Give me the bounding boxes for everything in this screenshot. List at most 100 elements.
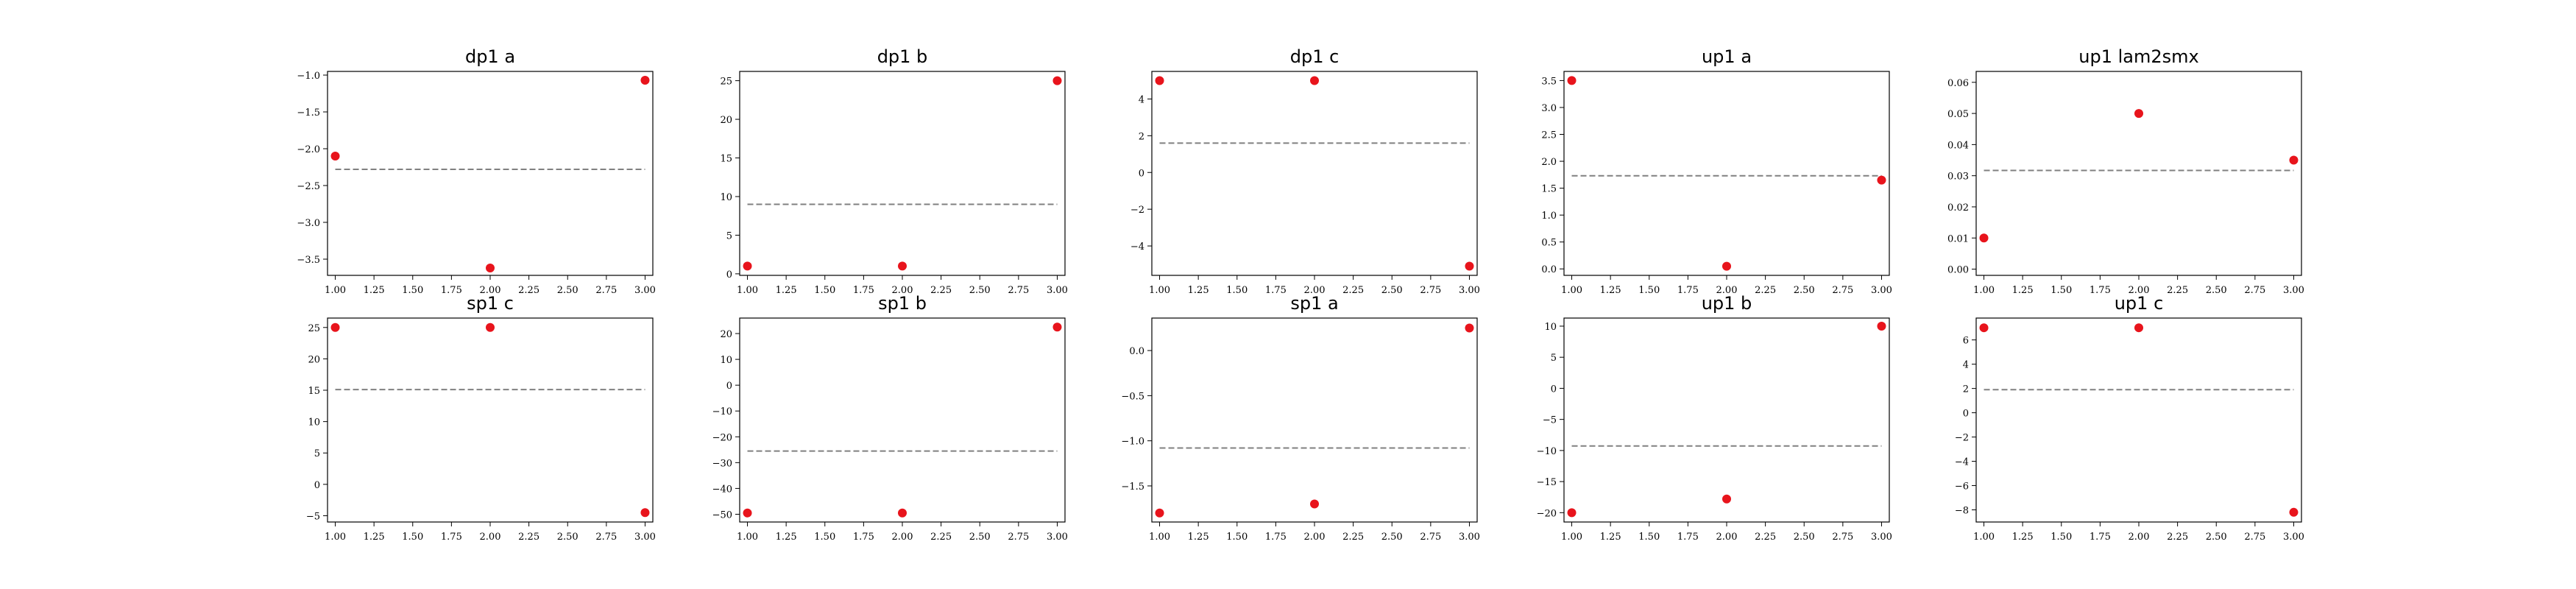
y-tick-label: −20 <box>1537 508 1557 519</box>
y-tick-label: 0 <box>726 381 732 392</box>
subplot-3: dp1 c 1.00 1.25 1.50 1.75 2.00 2.25 2.50 2.75 3.0… <box>1130 46 1480 296</box>
x-tick-label: 1.75 <box>1677 532 1699 543</box>
y-tick-label: 10 <box>720 355 732 366</box>
x-tick-label: 2.25 <box>2167 285 2188 296</box>
data-point <box>1310 499 1319 509</box>
subplot-title: up1 lam2smx <box>2078 46 2198 67</box>
y-tick-label: −1.0 <box>297 71 320 82</box>
axes-frame <box>1975 71 2302 276</box>
y-tick-label: −2 <box>1955 433 1969 444</box>
x-tick-label: 1.50 <box>1638 532 1660 543</box>
data-point <box>2289 507 2299 517</box>
x-tick-label: 1.00 <box>1561 285 1582 296</box>
subplot-2: dp1 b 1.00 1.25 1.50 1.75 2.00 2.25 2.50 2.75 3.0… <box>720 46 1067 296</box>
y-tick-label: 0.04 <box>1947 140 1969 151</box>
y-tick-label: −5 <box>1543 415 1557 426</box>
x-tick-label: 2.00 <box>1716 285 1738 296</box>
y-tick-label: −1.5 <box>1121 482 1144 493</box>
x-tick-label: 2.75 <box>1832 532 1853 543</box>
subplot-title: dp1 b <box>877 46 928 67</box>
x-tick-label: 2.00 <box>480 532 501 543</box>
x-tick-label: 2.00 <box>1716 532 1738 543</box>
y-tick-label: 4 <box>1139 94 1144 105</box>
x-tick-label: 2.75 <box>595 285 617 296</box>
x-tick-label: 1.75 <box>2090 532 2111 543</box>
y-tick-label: −5 <box>306 511 320 522</box>
x-tick-label: 2.75 <box>1008 285 1029 296</box>
data-point <box>1052 76 1062 85</box>
x-tick-label: 1.50 <box>402 532 423 543</box>
data-point <box>1465 323 1474 333</box>
x-tick-label: 1.50 <box>1226 285 1248 296</box>
subplot-6: sp1 c 1.00 1.25 1.50 1.75 2.00 2.25 2.50 2.75 3.0… <box>306 293 656 543</box>
subplot-title: dp1 c <box>1290 46 1340 67</box>
data-point <box>1877 175 1886 185</box>
x-tick-label: 2.75 <box>1420 285 1441 296</box>
data-point <box>330 322 340 332</box>
x-tick-label: 1.50 <box>402 285 423 296</box>
data-point <box>1052 322 1062 332</box>
data-point <box>1465 261 1474 271</box>
x-tick-label: 2.75 <box>595 532 617 543</box>
y-tick-label: −4 <box>1955 457 1969 468</box>
x-tick-label: 1.75 <box>441 285 462 296</box>
subplot-4: up1 a 1.00 1.25 1.50 1.75 2.00 2.25 2.50 2.75 3.0… <box>1541 46 1892 296</box>
x-tick-label: 3.00 <box>1047 532 1068 543</box>
x-tick-label: 2.25 <box>930 532 952 543</box>
y-tick-label: 10 <box>720 192 732 203</box>
x-tick-label: 1.50 <box>2050 285 2072 296</box>
x-tick-label: 2.50 <box>557 532 578 543</box>
y-tick-label: 0.06 <box>1947 78 1969 89</box>
x-tick-label: 2.25 <box>1755 532 1776 543</box>
y-tick-label: 15 <box>308 386 320 397</box>
x-tick-label: 2.75 <box>1420 532 1441 543</box>
x-tick-label: 1.75 <box>853 532 874 543</box>
x-tick-label: 2.00 <box>892 285 913 296</box>
x-tick-label: 3.00 <box>2283 285 2304 296</box>
y-tick-label: 0.05 <box>1947 109 1969 120</box>
y-tick-label: 0.0 <box>1129 346 1144 357</box>
y-tick-label: −4 <box>1130 241 1144 253</box>
data-point <box>330 152 340 161</box>
y-tick-label: −1.0 <box>1121 437 1144 448</box>
subplot-5: up1 lam2smx 1.00 1.25 1.50 1.75 2.00 2.25 2.50 2… <box>1947 46 2304 296</box>
subplot-title: up1 c <box>2115 293 2164 314</box>
axes-frame <box>739 317 1066 523</box>
x-tick-label: 1.25 <box>776 532 797 543</box>
y-tick-label: 0.00 <box>1947 265 1969 276</box>
x-tick-label: 1.50 <box>1226 532 1248 543</box>
axes-frame <box>327 71 654 276</box>
x-tick-label: 2.50 <box>2206 532 2227 543</box>
data-point <box>1979 233 1989 243</box>
data-point <box>743 261 752 271</box>
y-tick-label: −40 <box>712 484 732 495</box>
x-tick-label: 3.00 <box>634 285 656 296</box>
data-point <box>2289 155 2299 165</box>
subplot-title: dp1 a <box>465 46 515 67</box>
y-tick-label: 10 <box>1544 322 1557 333</box>
x-tick-label: 2.00 <box>480 285 501 296</box>
x-tick-label: 1.00 <box>1149 532 1170 543</box>
y-tick-label: −30 <box>712 458 732 469</box>
x-tick-label: 1.50 <box>814 285 835 296</box>
x-tick-label: 1.25 <box>776 285 797 296</box>
subplot-title: up1 b <box>1702 293 1752 314</box>
data-point <box>1979 323 1989 333</box>
y-tick-label: −0.5 <box>1121 391 1144 402</box>
x-tick-label: 2.50 <box>969 532 991 543</box>
x-tick-label: 3.00 <box>1459 532 1480 543</box>
x-tick-label: 2.75 <box>2244 532 2265 543</box>
data-point <box>1155 508 1164 518</box>
x-tick-label: 2.50 <box>1794 532 1815 543</box>
y-tick-label: 3.5 <box>1541 76 1557 87</box>
x-tick-label: 1.00 <box>1973 532 1995 543</box>
subplot-8: sp1 a 1.00 1.25 1.50 1.75 2.00 2.25 2.50 2.75 3.0… <box>1121 293 1480 543</box>
x-tick-label: 1.75 <box>2090 285 2111 296</box>
x-tick-label: 1.25 <box>2012 285 2034 296</box>
y-tick-label: 20 <box>720 115 732 126</box>
x-tick-label: 1.00 <box>737 285 758 296</box>
x-tick-label: 1.50 <box>814 532 835 543</box>
x-tick-label: 3.00 <box>634 532 656 543</box>
x-tick-label: 2.00 <box>2129 285 2150 296</box>
x-tick-label: 1.75 <box>441 532 462 543</box>
